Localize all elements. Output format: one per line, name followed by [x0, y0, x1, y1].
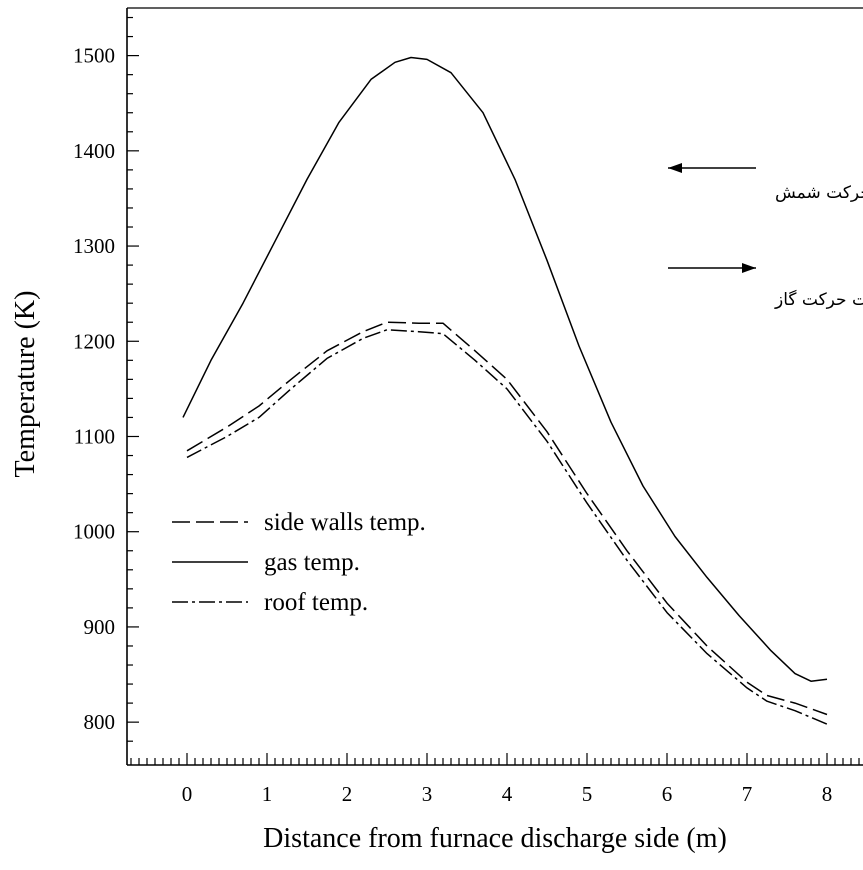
legend: side walls temp. gas temp. roof temp.	[172, 509, 426, 616]
x-tick-label: 3	[422, 782, 433, 806]
arrow-head-icon	[742, 263, 756, 273]
x-tick-label: 4	[502, 782, 513, 806]
y-tick-label: 1400	[73, 139, 115, 163]
series-line-roof-temp	[186, 329, 828, 725]
annotation-text: جهت حرکت گاز	[774, 289, 863, 310]
annotation-text: جهت حرکت شمش	[775, 183, 863, 203]
y-tick-label: 1200	[73, 329, 115, 353]
legend-label: side walls temp.	[264, 509, 426, 536]
x-tick-label: 8	[822, 782, 833, 806]
y-tick-label: 1100	[74, 424, 115, 448]
y-axis: 800 900 1000 1100 1200 1300 1400 1500	[73, 16, 139, 742]
annotations: جهت حرکت شمش جهت حرکت گاز	[668, 163, 863, 310]
series-group	[182, 56, 828, 725]
y-tick-label: 1500	[73, 44, 115, 68]
legend-label: gas temp.	[264, 549, 360, 576]
x-tick-label: 6	[662, 782, 673, 806]
y-axis-title: Temperature (K)	[10, 291, 41, 478]
y-tick-label: 1300	[73, 234, 115, 258]
plot-frame	[126, 7, 863, 766]
y-tick-label: 1000	[73, 520, 115, 544]
series-line-gas-temp	[182, 56, 828, 682]
arrow-head-icon	[668, 163, 682, 173]
y-tick-label: 900	[84, 615, 116, 639]
x-axis: 0 1 2 3 4 5 6 7 8	[130, 753, 860, 806]
series-line-side-walls-temp	[186, 321, 828, 716]
x-tick-label: 7	[742, 782, 753, 806]
x-axis-title: Distance from furnace discharge side (m)	[263, 823, 727, 854]
x-tick-label: 0	[182, 782, 193, 806]
x-tick-label: 2	[342, 782, 353, 806]
y-tick-label: 800	[84, 710, 116, 734]
x-tick-label: 1	[262, 782, 273, 806]
x-tick-label: 5	[582, 782, 593, 806]
legend-label: roof temp.	[264, 589, 368, 616]
